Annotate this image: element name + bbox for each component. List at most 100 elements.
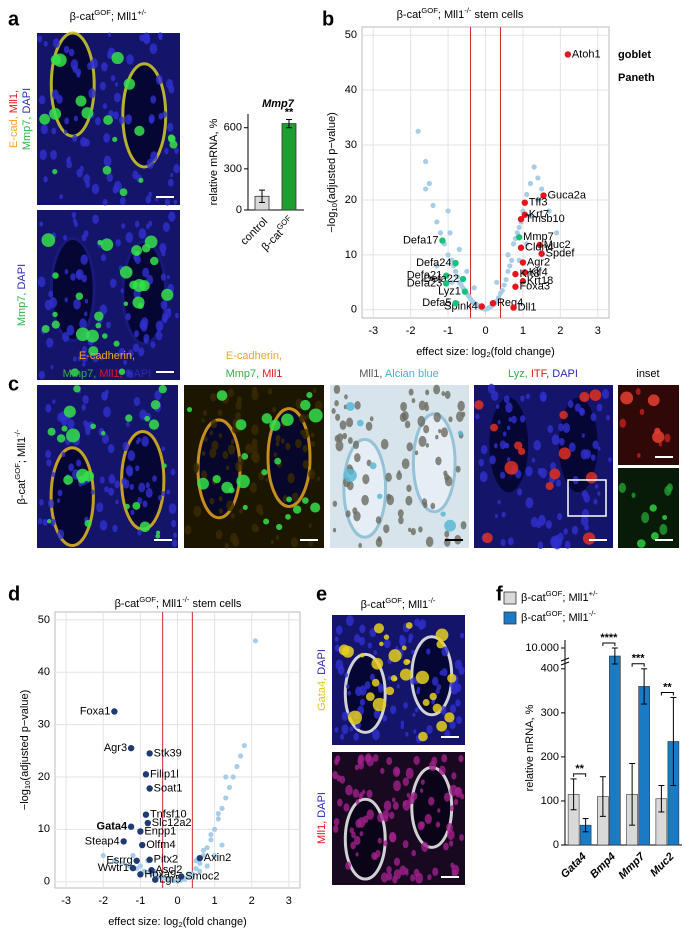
chart-title: Mmp7 [262,98,295,110]
signal [101,333,108,339]
signal [292,505,302,514]
text-piece: effect size: log [416,346,486,358]
nucleus [100,355,104,361]
nucleus [355,819,362,828]
significance-bracket [660,691,674,696]
nucleus [435,456,442,466]
nucleus [52,38,60,48]
nucleus [126,54,134,65]
text-piece: Mll1, [96,368,122,380]
signal [212,474,221,484]
nucleus [400,641,404,647]
nucleus [43,40,48,47]
nucleus [84,421,91,431]
nucleus [88,88,96,99]
nucleus [142,32,151,44]
significance: *** [632,653,646,665]
nucleus [353,835,361,846]
nucleus [444,475,453,487]
significance: ** [285,106,294,118]
nucleus [402,800,407,806]
nucleus [433,412,441,423]
nucleus [314,400,323,411]
y-tick-label: 50 [345,29,357,41]
nucleus [70,273,76,281]
signal [66,428,81,443]
nucleus [506,425,511,431]
nucleus [81,353,89,363]
signal [144,415,150,422]
nucleus [335,440,344,452]
nucleus [122,441,130,452]
signal [84,519,92,528]
signal [514,441,523,450]
y-axis-label: relative mRNA, % [524,704,536,791]
nucleus [410,677,417,685]
nucleus [332,527,337,533]
nucleus [444,729,451,738]
panel-letter: b [322,8,334,30]
nucleus [425,536,434,548]
nucleus [400,720,405,726]
nucleus [385,472,392,482]
nucleus [530,516,539,528]
nucleus [389,831,397,842]
nucleus [265,477,269,482]
nucleus [173,199,178,205]
signal [308,408,323,423]
text-piece: GOF [94,8,111,17]
nucleus [581,508,589,519]
signal [88,346,99,357]
nucleus [455,683,462,693]
signal [558,447,571,460]
nucleus [336,798,343,807]
nucleus [347,437,353,445]
signal [81,107,94,119]
data-point [505,252,511,258]
nucleus [369,416,374,422]
signal [123,78,136,90]
nucleus [108,487,115,496]
nucleus [87,62,93,70]
nucleus [354,764,359,771]
nucleus [339,775,346,784]
nucleus [132,343,140,353]
signal [376,493,383,500]
data-point [212,826,218,832]
nucleus [453,798,459,806]
signal [100,238,114,251]
signal [343,468,357,482]
nucleus [137,347,145,357]
data-point [219,805,225,811]
nucleus [501,511,506,518]
nucleus [103,393,108,400]
nucleus [56,498,61,504]
nucleus [235,411,241,420]
nucleus [375,537,383,548]
nucleus [251,523,258,533]
point-label: Esrrg [106,855,132,867]
nucleus [619,418,627,428]
nucleus [127,115,132,121]
nucleus [141,436,149,447]
nucleus [579,407,585,415]
x-tick-label: 2 [249,895,255,907]
nucleus [494,513,498,519]
signal [103,115,114,125]
text-piece: DAPI [549,368,578,380]
nucleus [345,510,351,518]
x-tick-label: 1 [520,325,526,337]
axis-break [560,657,570,662]
nucleus [63,234,68,241]
data-point [215,816,221,822]
signal [302,497,309,504]
signal [261,413,273,424]
nucleus [455,699,461,707]
text-piece: stem cells [471,9,523,21]
data-point [252,638,259,644]
nucleus [81,404,87,411]
nucleus [66,157,71,164]
text-piece: β-cat [16,480,28,505]
nucleus [413,729,417,734]
nucleus [235,400,242,411]
